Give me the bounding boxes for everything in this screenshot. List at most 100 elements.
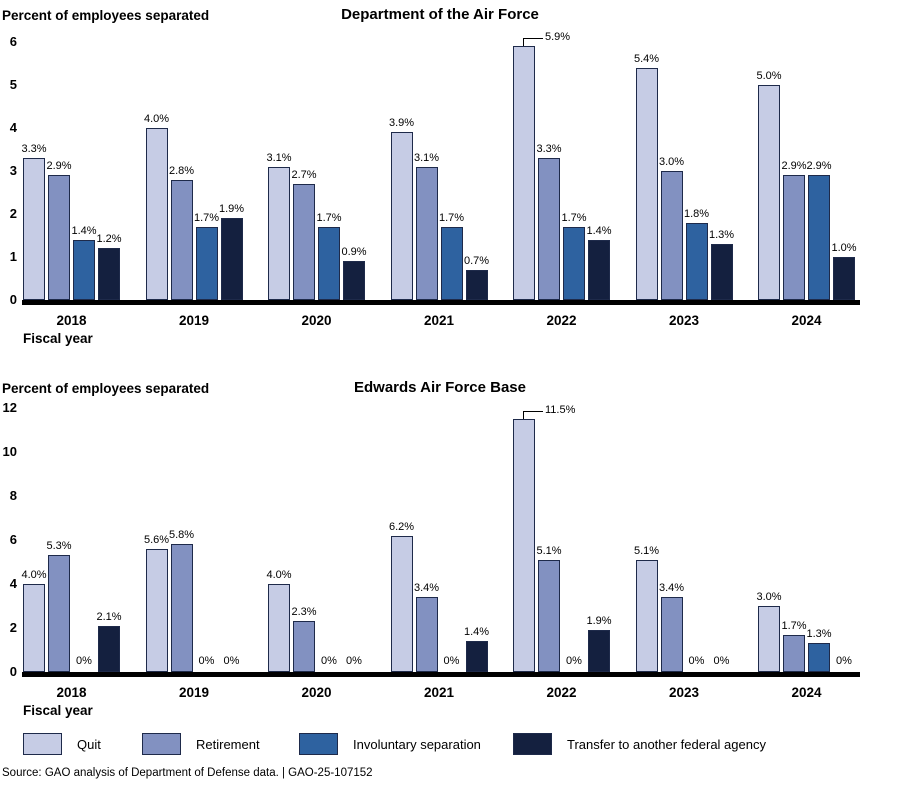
bar-retirement-2020 bbox=[293, 621, 315, 672]
y-tick-label: 4 bbox=[9, 120, 17, 135]
y-tick-label: 1 bbox=[9, 249, 17, 264]
bar-involuntary-separation-2023 bbox=[685, 222, 708, 300]
chart-title-edwards: Edwards Air Force Base bbox=[353, 379, 526, 396]
bar-involuntary-separation-2019 bbox=[195, 226, 218, 300]
bar-quit-2023 bbox=[635, 67, 658, 300]
value-label: 0% bbox=[198, 655, 215, 667]
callout-line bbox=[523, 411, 543, 419]
x-axis-line bbox=[22, 672, 860, 677]
callout-line bbox=[523, 38, 543, 47]
value-label: 2.9% bbox=[46, 160, 72, 173]
value-label: 3.0% bbox=[756, 591, 782, 603]
value-label: 1.4% bbox=[463, 626, 490, 639]
source-note: Source: GAO analysis of Department of De… bbox=[2, 767, 373, 779]
bar-involuntary-separation-2024 bbox=[808, 175, 830, 300]
bar-transfer-to-another-federal-agency-2024 bbox=[833, 257, 855, 300]
x-axis-line bbox=[22, 300, 860, 305]
bar-retirement-2020 bbox=[293, 183, 315, 300]
bar-transfer-to-another-federal-agency-2018 bbox=[98, 248, 120, 300]
value-label: 1.3% bbox=[708, 229, 735, 242]
y-axis-title-bottom: Percent of employees separated bbox=[2, 381, 210, 396]
bar-retirement-2023 bbox=[660, 597, 683, 672]
y-tick-label: 6 bbox=[9, 532, 17, 547]
value-label: 0% bbox=[443, 655, 460, 667]
bar-retirement-2019 bbox=[170, 179, 193, 300]
value-label: 0% bbox=[688, 655, 705, 667]
x-tick-label: 2023 bbox=[668, 313, 700, 328]
value-label: 3.3% bbox=[21, 143, 47, 156]
y-tick-label: 4 bbox=[9, 576, 17, 591]
bar-involuntary-separation-2018 bbox=[73, 239, 95, 300]
x-tick-label: 2018 bbox=[56, 313, 87, 328]
value-label: 1.3% bbox=[806, 628, 832, 641]
bar-involuntary-separation-2022 bbox=[563, 226, 585, 300]
value-label: 5.1% bbox=[633, 544, 660, 557]
x-tick-label: 2020 bbox=[301, 313, 332, 328]
x-tick-label: 2024 bbox=[791, 685, 822, 700]
value-label: 1.4% bbox=[586, 224, 612, 237]
value-label: 0.7% bbox=[463, 254, 490, 267]
x-tick-label: 2018 bbox=[56, 685, 87, 700]
value-label: 1.7% bbox=[438, 211, 465, 224]
bar-quit-2019 bbox=[145, 548, 168, 672]
bar-transfer-to-another-federal-agency-2021 bbox=[465, 641, 488, 672]
value-label: 3.1% bbox=[266, 151, 292, 164]
transfer-swatch-icon bbox=[513, 733, 552, 755]
bar-transfer-to-another-federal-agency-2020 bbox=[343, 261, 365, 300]
value-label: 1.0% bbox=[831, 242, 857, 254]
bar-quit-2023 bbox=[635, 559, 658, 672]
value-label: 1.2% bbox=[96, 233, 122, 246]
bar-retirement-2021 bbox=[415, 166, 438, 300]
x-tick-label: 2021 bbox=[423, 685, 455, 700]
legend: Quit Retirement Involuntary separation T… bbox=[0, 733, 900, 761]
bar-quit-2020 bbox=[268, 584, 290, 672]
value-label: 0% bbox=[321, 655, 337, 667]
bar-retirement-2021 bbox=[415, 597, 438, 672]
value-label: 1.7% bbox=[781, 619, 807, 632]
value-label: 1.7% bbox=[316, 211, 342, 224]
value-label: 2.7% bbox=[291, 168, 317, 181]
y-tick-label: 6 bbox=[9, 34, 17, 49]
value-label: 5.4% bbox=[633, 52, 660, 65]
bar-retirement-2024 bbox=[783, 634, 805, 672]
x-tick-label: 2019 bbox=[178, 313, 210, 328]
value-label: 5.3% bbox=[46, 540, 72, 553]
value-label: 0% bbox=[836, 655, 852, 667]
bar-transfer-to-another-federal-agency-2023 bbox=[710, 244, 733, 300]
x-tick-label: 2021 bbox=[423, 313, 455, 328]
bar-quit-2021 bbox=[390, 535, 413, 672]
legend-item-retirement: Retirement bbox=[142, 733, 260, 755]
value-label: 3.0% bbox=[658, 156, 685, 168]
value-label: 3.4% bbox=[658, 582, 685, 595]
bar-quit-2018 bbox=[23, 584, 45, 672]
bar-quit-2020 bbox=[268, 166, 290, 300]
x-tick-label: 2020 bbox=[301, 685, 332, 700]
bar-involuntary-separation-2020 bbox=[318, 226, 340, 300]
value-label: 11.5% bbox=[545, 404, 576, 416]
retirement-swatch-icon bbox=[142, 733, 181, 755]
legend-label: Involuntary separation bbox=[353, 736, 481, 752]
y-tick-label: 12 bbox=[2, 400, 17, 415]
value-label: 1.8% bbox=[683, 207, 710, 220]
y-tick-label: 0 bbox=[9, 664, 17, 679]
y-tick-label: 10 bbox=[2, 444, 17, 459]
bar-transfer-to-another-federal-agency-2019 bbox=[220, 218, 243, 300]
value-label: 0% bbox=[223, 655, 240, 667]
y-tick-label: 2 bbox=[9, 620, 17, 635]
value-label: 1.9% bbox=[218, 203, 245, 216]
legend-label: Retirement bbox=[196, 736, 260, 752]
chart-title-air-force: Department of the Air Force bbox=[341, 6, 539, 23]
x-tick-label: 2022 bbox=[546, 685, 577, 700]
value-label: 3.9% bbox=[388, 117, 415, 130]
value-label: 3.4% bbox=[413, 582, 440, 595]
value-label: 5.1% bbox=[536, 544, 562, 557]
x-tick-label: 2024 bbox=[791, 313, 822, 328]
bar-transfer-to-another-federal-agency-2021 bbox=[465, 269, 488, 300]
bar-quit-2024 bbox=[758, 85, 780, 300]
value-label: 0% bbox=[346, 655, 362, 667]
bar-transfer-to-another-federal-agency-2022 bbox=[588, 239, 610, 300]
bar-retirement-2018 bbox=[48, 555, 70, 672]
